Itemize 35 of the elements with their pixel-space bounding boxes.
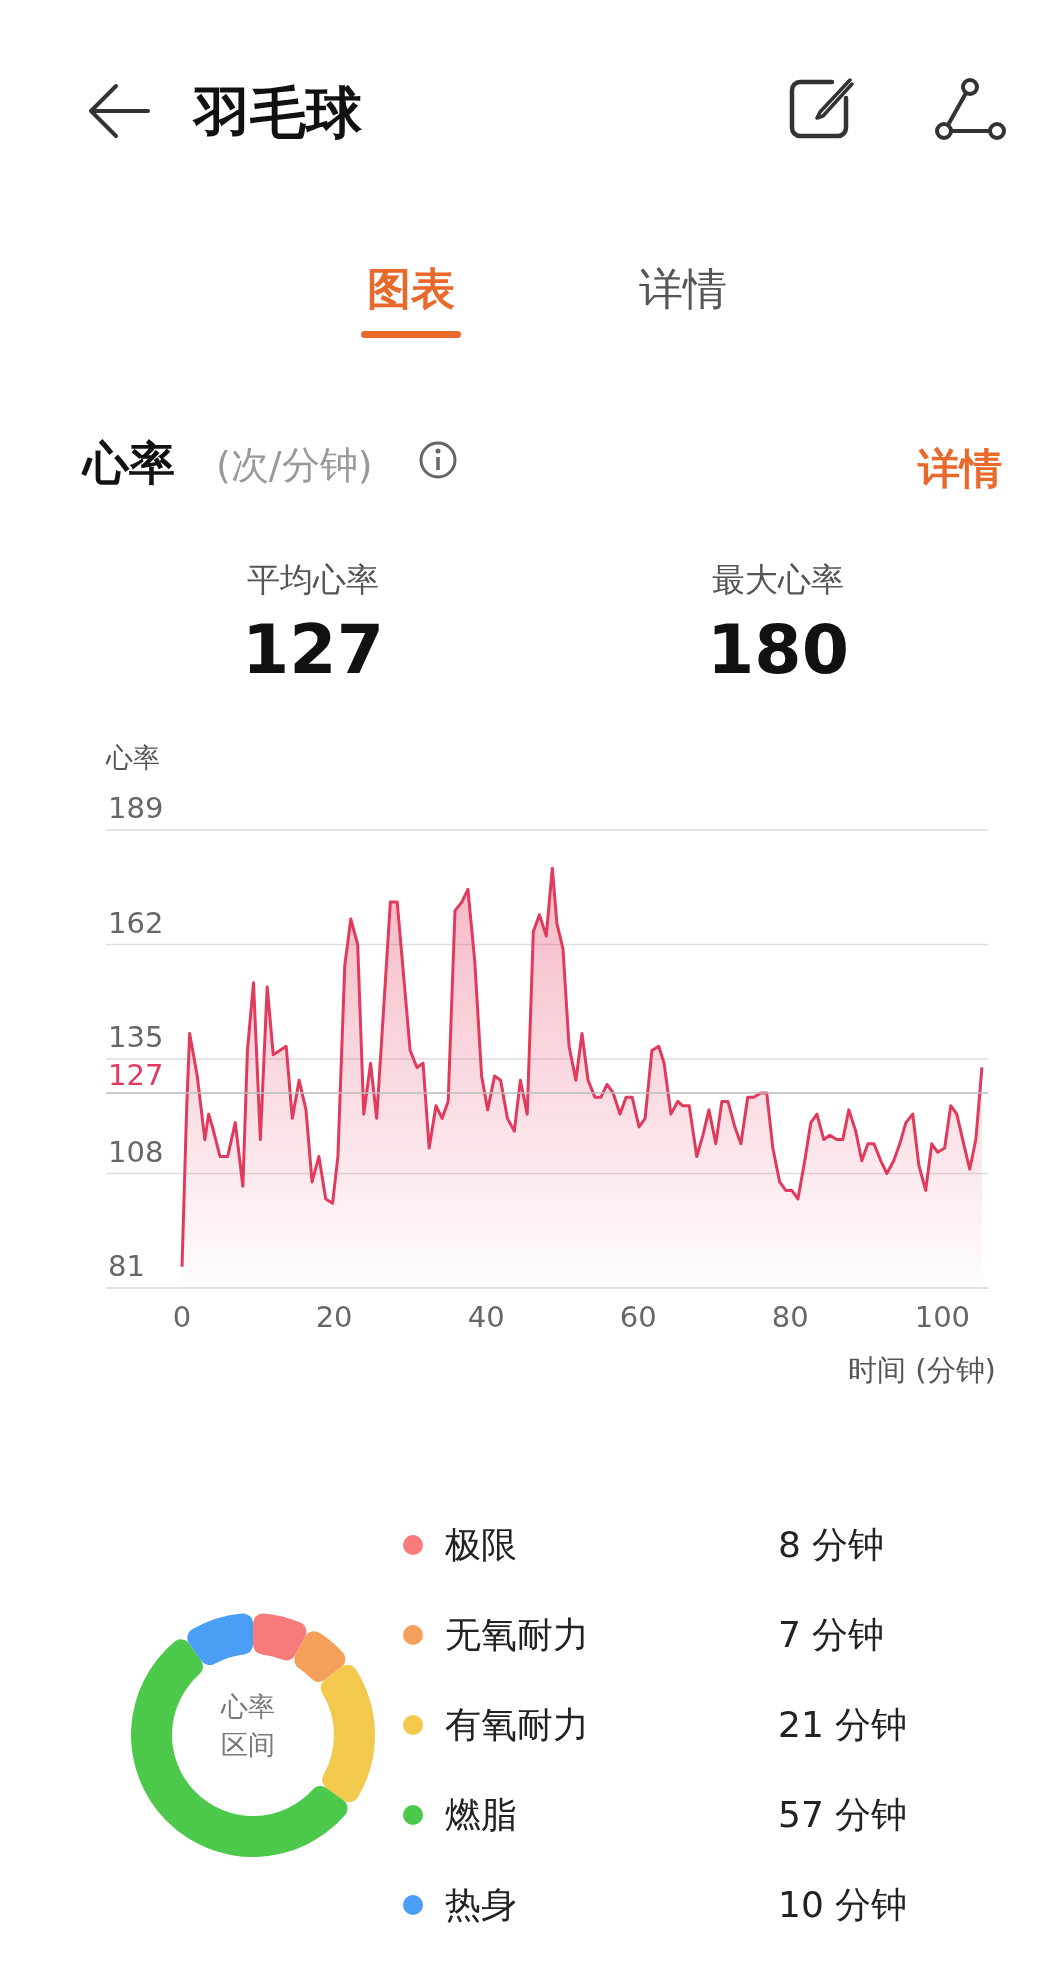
text: 平均心率 — [246, 559, 380, 601]
legend-label: 热身 — [445, 1882, 517, 1927]
chart-title: 心率 — [106, 741, 160, 775]
x-tick-label: 0 — [172, 1299, 192, 1334]
text: 详情 — [638, 262, 728, 316]
x-tick-label: 60 — [619, 1299, 657, 1334]
data-label: 57 分钟 — [778, 1792, 908, 1837]
text: 羽毛球 — [194, 79, 362, 147]
legend-label: 有氧耐力 — [445, 1702, 589, 1747]
chart-subtitle: (次/分钟) — [216, 442, 373, 489]
y-tick-label: 81 — [108, 1249, 145, 1283]
y-axis-title: 心率 — [83, 435, 175, 492]
data-label: 21 分钟 — [778, 1702, 908, 1747]
x-tick-label: 20 — [315, 1299, 353, 1334]
text: 最大心率 — [711, 559, 845, 601]
data-label: 8 分钟 — [778, 1522, 885, 1567]
y-tick-label: 108 — [108, 1134, 164, 1169]
legend-label: 无氧耐力 — [445, 1612, 589, 1657]
legend-label: 燃脂 — [445, 1792, 517, 1837]
x-tick-label: 40 — [467, 1299, 505, 1334]
text: 详情 — [918, 443, 1002, 495]
x-axis-title: 时间 (分钟) — [848, 1352, 996, 1389]
data-label: 7 分钟 — [778, 1612, 885, 1657]
text: 180 — [706, 610, 850, 689]
text: 127 — [241, 610, 385, 689]
y-tick-label: 189 — [108, 791, 164, 825]
x-tick-label: 80 — [771, 1299, 809, 1334]
y-tick-label: 162 — [108, 905, 164, 940]
text: 心率区间 — [219, 1690, 276, 1762]
x-tick-label: 100 — [914, 1299, 971, 1334]
text: 图表 — [366, 262, 456, 316]
legend-label: 极限 — [445, 1522, 517, 1567]
y-tick-label: 135 — [108, 1020, 164, 1054]
ref-line-label: 127 — [108, 1057, 164, 1092]
data-label: 10 分钟 — [778, 1882, 908, 1927]
